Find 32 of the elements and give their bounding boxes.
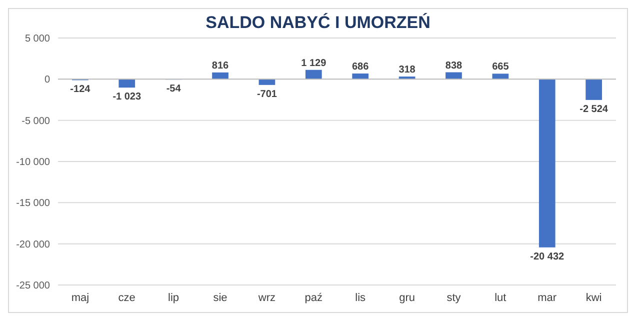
data-label: -124 [70, 84, 91, 96]
data-label: 665 [492, 62, 510, 73]
y-tick-label: -5 000 [22, 116, 50, 127]
data-label: 838 [445, 60, 463, 72]
x-tick-label: mar [538, 292, 557, 304]
x-tick-label: paź [304, 292, 323, 304]
data-label: -701 [256, 88, 278, 100]
y-tick-label: -25 000 [16, 280, 50, 292]
data-label: -1 023 [112, 92, 142, 103]
y-tick-label: 0 [44, 74, 50, 86]
data-label: -54 [166, 84, 182, 95]
x-tick-label: wrz [257, 292, 276, 304]
data-label: 1 129 [301, 58, 327, 69]
y-tick-label: 5 000 [24, 34, 50, 44]
x-tick-label: sty [446, 292, 462, 304]
x-tick-label: gru [399, 292, 415, 304]
y-tick-label: -10 000 [16, 157, 50, 168]
x-tick-label: lis [355, 292, 366, 304]
y-tick-label: -20 000 [16, 239, 50, 250]
x-tick-label: maj [71, 292, 90, 304]
data-label: 816 [212, 60, 230, 72]
data-label: 686 [352, 62, 370, 73]
x-tick-label: lut [494, 292, 506, 304]
x-tick-label: lip [168, 292, 180, 304]
y-tick-label: -15 000 [16, 198, 50, 210]
x-tick-label: sie [213, 292, 228, 304]
data-label: -20 432 [530, 251, 565, 262]
data-label: -2 524 [580, 104, 608, 115]
x-tick-label: cze [118, 292, 136, 304]
data-label: 318 [398, 64, 416, 76]
chart-title: SALDO NABYĆ I UMORZEŃ [206, 12, 430, 32]
x-tick-label: kwi [586, 292, 602, 304]
